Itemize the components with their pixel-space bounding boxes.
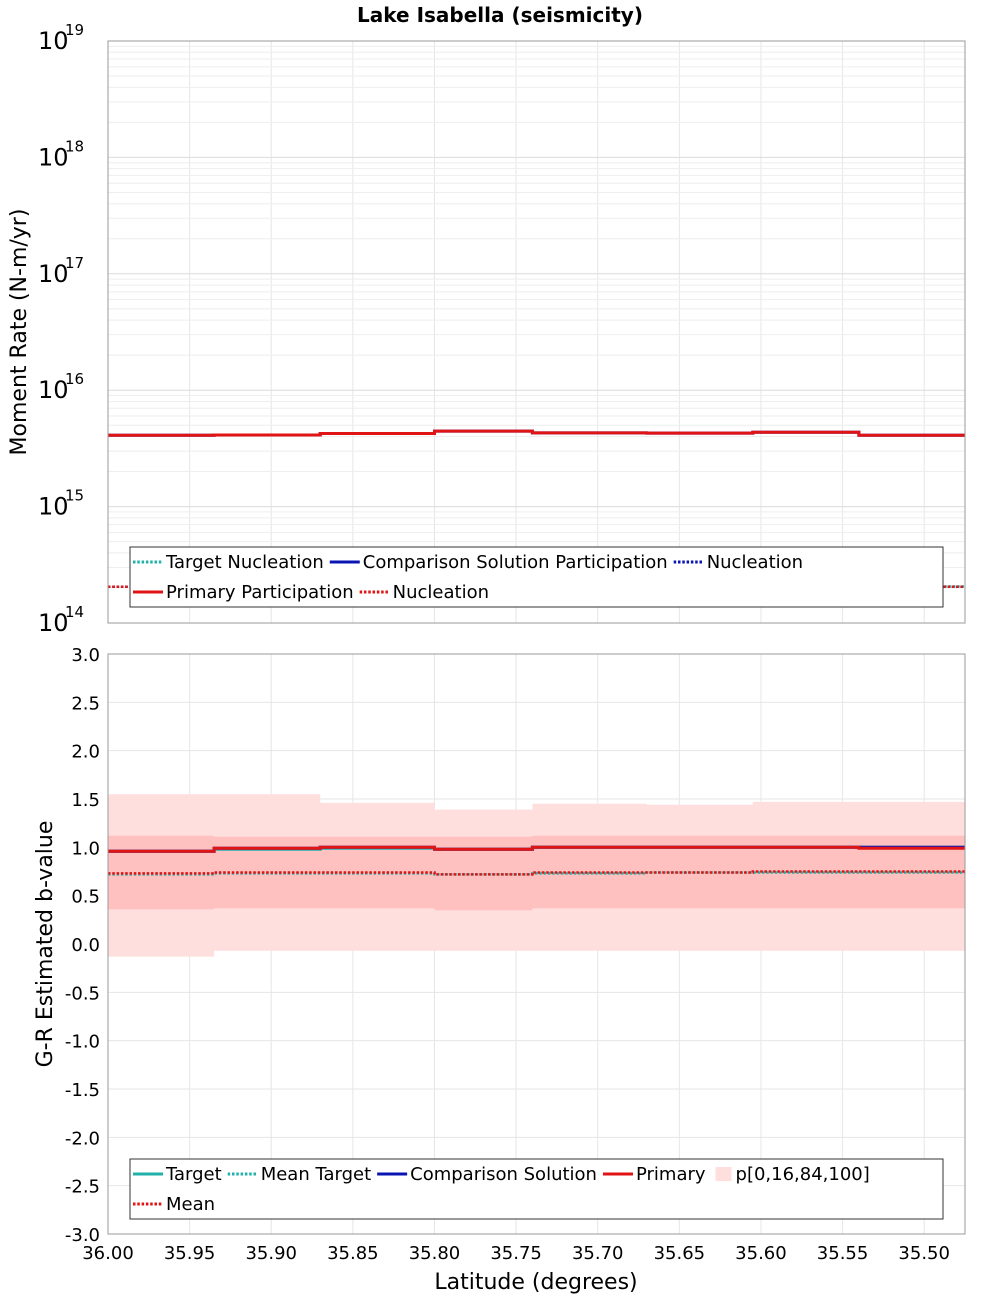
bottom-y-tick-label: -0.5: [65, 983, 100, 1004]
top-y-tick-exponent: 15: [65, 487, 84, 505]
x-tick-label: 35.85: [327, 1243, 379, 1264]
legend-label: p[0,16,84,100]: [736, 1164, 870, 1185]
bottom-y-tick-label: -1.0: [65, 1032, 100, 1053]
legend-item-mean: Mean: [133, 1194, 215, 1215]
legend-item-comparison-solution: Comparison Solution: [377, 1164, 597, 1185]
legend-item-p-0-16-84-100: p[0,16,84,100]: [715, 1164, 870, 1185]
top-y-tick-base: 10: [38, 609, 69, 637]
series-mean: [108, 870, 965, 876]
bottom-y-tick-label: 2.5: [71, 693, 100, 714]
legend-box: [129, 1158, 944, 1220]
legend-label: Nucleation: [707, 552, 803, 573]
x-tick-label: 35.55: [817, 1243, 869, 1264]
legend-label: Comparison Solution: [410, 1164, 597, 1185]
x-tick-label: 36.00: [82, 1243, 134, 1264]
top-y-tick-base: 10: [38, 260, 69, 288]
bottom-y-tick-label: -3.0: [65, 1225, 100, 1246]
legend-item-primary-participation: Primary Participation: [133, 582, 354, 603]
top-y-tick-exponent: 14: [65, 603, 84, 621]
legend-item-nucleation: Nucleation: [673, 552, 803, 573]
legend-item-nucleation: Nucleation: [359, 582, 489, 603]
top-y-tick-exponent: 19: [65, 21, 84, 39]
legend-label: Mean Target: [261, 1164, 371, 1185]
bottom-y-tick-label: 3.0: [71, 645, 100, 666]
x-tick-label: 35.90: [245, 1243, 297, 1264]
top-y-tick-exponent: 17: [65, 254, 84, 272]
x-tick-label: 35.50: [898, 1243, 950, 1264]
b-value-y-axis-label: G-R Estimated b-value: [33, 821, 58, 1068]
bottom-y-tick-label: -1.5: [65, 1080, 100, 1101]
x-tick-label: 35.60: [735, 1243, 787, 1264]
bottom-y-tick-label: 0.0: [71, 935, 100, 956]
x-axis-label: Latitude (degrees): [434, 1270, 637, 1295]
legend-item-comparison-solution-participation: Comparison Solution Participation: [329, 552, 668, 573]
legend-box: [129, 546, 944, 608]
bottom-y-tick-label: 1.5: [71, 790, 100, 811]
moment-rate-y-axis-label: Moment Rate (N-m/yr): [7, 209, 32, 456]
x-tick-label: 35.70: [572, 1243, 624, 1264]
bottom-y-tick-label: -2.5: [65, 1177, 100, 1198]
top-y-tick-exponent: 16: [65, 370, 84, 388]
top-y-tick-base: 10: [38, 143, 69, 171]
top-y-tick-exponent: 18: [65, 137, 84, 155]
legend-label: Comparison Solution Participation: [363, 552, 668, 573]
moment-rate-plot-frame: [107, 40, 966, 624]
legend-label: Mean: [166, 1194, 215, 1215]
legend-label: Primary Participation: [166, 582, 354, 603]
b-value-panel: -3.0 -2.5 -2.0 -1.5 -1.0 -0.5 0.0 0.5 1.0 1.5 2.0 2…: [33, 645, 966, 1295]
legend-item-target: Target: [133, 1164, 222, 1185]
x-tick-label: 35.75: [490, 1243, 542, 1264]
top-y-tick-base: 10: [38, 376, 69, 404]
legend-item-primary: Primary: [602, 1164, 706, 1185]
legend-item-target-nucleation: Target Nucleation: [133, 552, 324, 573]
legend-label: Nucleation: [393, 582, 489, 603]
top-y-tick-base: 10: [38, 27, 69, 55]
series-primary: [108, 845, 965, 853]
legend-label: Primary: [636, 1164, 706, 1185]
legend-swatch: [715, 1167, 732, 1181]
x-tick-label: 35.65: [654, 1243, 706, 1264]
legend-item-mean-target: Mean Target: [227, 1164, 371, 1185]
legend-label: Target: [165, 1164, 222, 1185]
bottom-y-tick-label: -2.0: [65, 1128, 100, 1149]
bottom-y-tick-label: 1.0: [71, 838, 100, 859]
legend-label: Target Nucleation: [165, 552, 324, 573]
top-y-tick-base: 10: [38, 493, 69, 521]
bottom-y-tick-label: 0.5: [71, 887, 100, 908]
bottom-y-tick-label: 2.0: [71, 742, 100, 763]
chart-title: Lake Isabella (seismicity): [357, 3, 643, 27]
x-tick-label: 35.95: [164, 1243, 216, 1264]
b-value-plot-frame: [107, 653, 966, 1235]
series-primary-participation: [108, 429, 965, 437]
x-tick-label: 35.80: [409, 1243, 461, 1264]
